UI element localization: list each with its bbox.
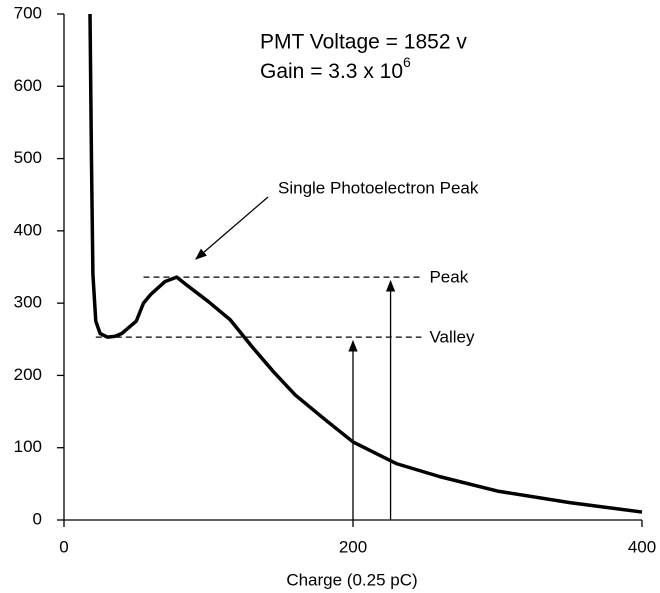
y-tick-label: 0 bbox=[33, 509, 42, 528]
y-tick-label: 300 bbox=[14, 293, 42, 312]
voltage-annotation: PMT Voltage = 1852 v bbox=[260, 31, 467, 54]
x-tick-label: 0 bbox=[59, 537, 68, 556]
reference-label: Valley bbox=[429, 328, 475, 347]
y-tick-label: 400 bbox=[14, 220, 42, 239]
y-tick-label: 600 bbox=[14, 76, 42, 95]
gain-text: Gain = 3.3 x 10 bbox=[260, 60, 403, 83]
peak-note: Single Photoelectron Peak bbox=[278, 178, 479, 197]
reference-label: Peak bbox=[429, 268, 468, 287]
y-tick-label: 500 bbox=[14, 148, 42, 167]
x-tick-label: 200 bbox=[339, 537, 367, 556]
y-tick-label: 100 bbox=[14, 437, 42, 456]
x-axis-label: Charge (0.25 pC) bbox=[286, 570, 417, 589]
note-arrow bbox=[195, 196, 269, 260]
data-line bbox=[88, 13, 643, 514]
gain-exponent: 6 bbox=[403, 54, 411, 70]
y-tick-label: 700 bbox=[14, 3, 42, 22]
x-tick-label: 400 bbox=[628, 537, 656, 556]
y-tick-label: 200 bbox=[14, 365, 42, 384]
gain-annotation: Gain = 3.3 x 106 bbox=[260, 54, 411, 83]
